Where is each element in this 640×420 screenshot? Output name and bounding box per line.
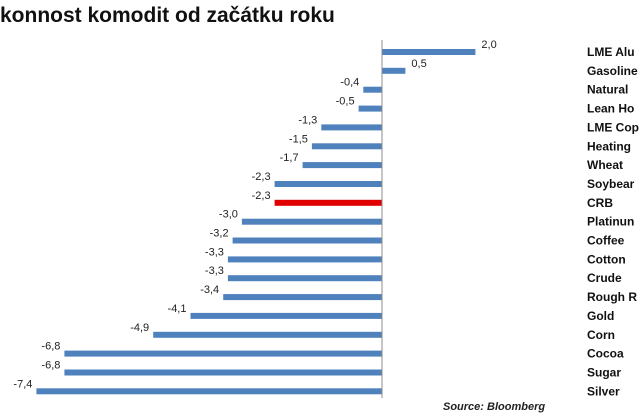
bar-natural [363,86,382,93]
value-label-cocoa: -6,8 [41,341,60,353]
category-label-sugar: Sugar [587,366,621,380]
category-label-natural: Natural [587,83,628,97]
value-label-gasoline: 0,5 [411,58,426,70]
bar-crude [227,275,382,282]
category-label-wheat: Wheat [587,158,623,172]
value-label-natural: -0,4 [340,77,359,89]
category-label-silver: Silver [587,384,620,398]
bar-lme-cop [321,124,382,131]
value-label-platinun: -3,0 [219,209,238,221]
category-label-heating: Heating [587,139,631,153]
bars-group [36,49,476,395]
bar-cotton [227,256,382,263]
value-label-lean-ho: -0,5 [336,96,355,108]
bar-cocoa [64,350,383,357]
bar-platinun [241,218,382,225]
bar-sugar [64,369,383,376]
category-label-cocoa: Cocoa [587,347,624,361]
bar-lme-alu [382,49,476,55]
value-label-silver: -7,4 [13,378,32,390]
category-label-lean-ho: Lean Ho [587,102,634,116]
value-label-heating: -1,5 [289,133,308,145]
value-label-cotton: -3,3 [205,246,224,258]
value-label-corn: -4,9 [130,322,149,334]
value-label-lme-cop: -1,3 [298,114,317,126]
bar-heating [311,143,382,150]
bar-wheat [302,162,382,169]
value-label-soybear: -2,3 [252,171,271,183]
value-label-lme-alu: 2,0 [481,39,496,51]
bar-rough-r [223,294,382,301]
chart-title: konnost komodit od začátku roku [0,4,335,27]
bar-lean-ho [358,105,382,112]
bar-gasoline [382,67,406,74]
value-label-wheat: -1,7 [280,152,299,164]
source-note: Source: Bloomberg [443,401,546,413]
bar-soybear [274,181,382,187]
category-label-coffee: Coffee [587,234,625,248]
category-label-lme-alu: LME Alu [587,45,635,59]
bar-crb [274,199,382,206]
value-label-gold: -4,1 [168,303,187,315]
bar-coffee [232,237,382,244]
category-label-rough-r: Rough R [587,290,637,304]
category-label-lme-cop: LME Cop [587,120,639,134]
category-labels-group: LME Alu Gasoline Natural Lean Ho LME Cop Heat… [587,45,639,398]
category-label-platinun: Platinun [587,215,634,229]
bar-gold [190,312,382,319]
value-label-rough-r: -3,4 [200,284,219,296]
category-label-corn: Corn [587,328,615,342]
category-label-gasoline: Gasoline [587,64,638,78]
value-label-sugar: -6,8 [41,360,60,372]
bar-silver [36,388,383,395]
category-label-soybear: Soybear [587,177,635,191]
category-label-crb: CRB [587,196,613,210]
category-label-crude: Crude [587,271,622,285]
category-label-cotton: Cotton [587,252,626,266]
bar-corn [153,331,382,338]
value-label-crb: -2,3 [252,190,271,202]
value-label-crude: -3,3 [205,265,224,277]
value-label-coffee: -3,2 [210,228,229,240]
value-labels-group: 2,0 0,5 -0,4 -0,5 -1,3 -1,5 -1,7 -2,3 -2,3 -3,0 -3… [13,39,496,390]
category-label-gold: Gold [587,309,614,323]
